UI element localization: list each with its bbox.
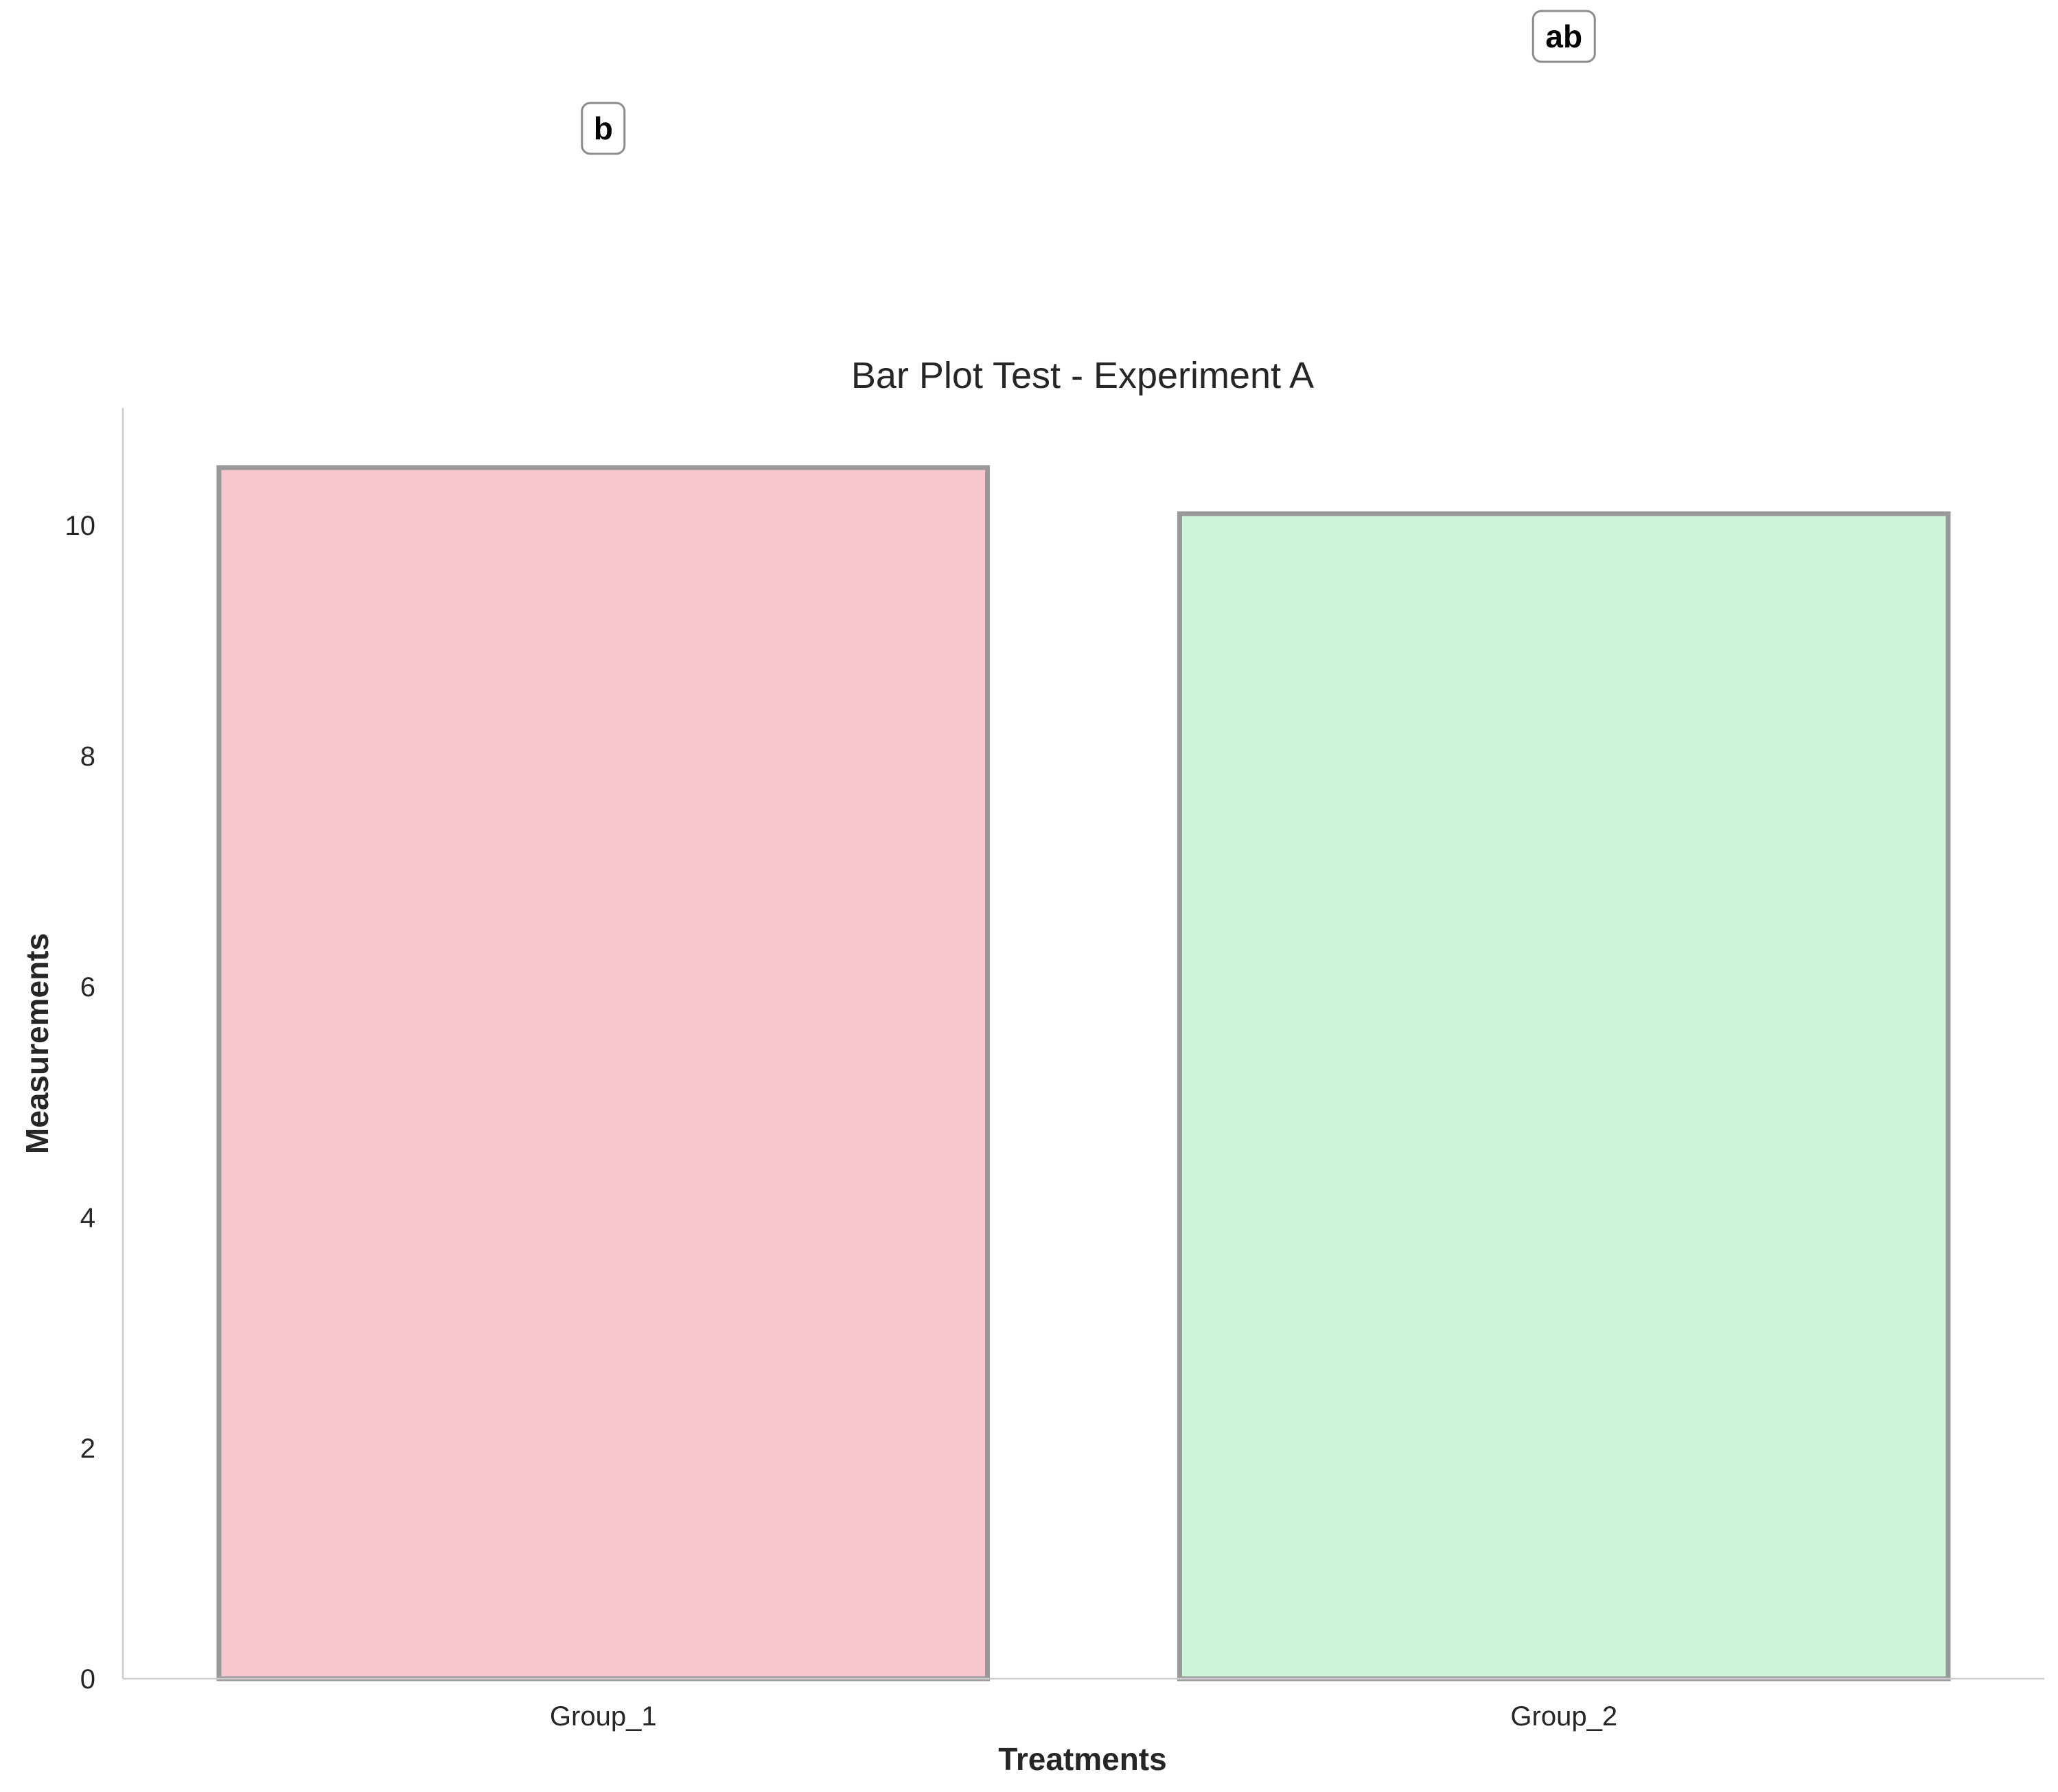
chart-title: Bar Plot Test - Experiment A: [851, 355, 1314, 396]
significance-letter-frame: [1531, 10, 1596, 63]
significance-letter: ab: [1545, 19, 1582, 54]
bars-layer: [216, 465, 1951, 1681]
y-tick-label: 10: [65, 511, 96, 541]
y-tick-label: 4: [80, 1203, 95, 1233]
x-tick-label: Group_1: [550, 1701, 657, 1732]
significance-letter-box: b: [581, 102, 626, 155]
x-tick-label: Group_2: [1510, 1701, 1617, 1732]
significance-letters: b ab: [581, 10, 1596, 155]
significance-letter-box: ab: [1531, 10, 1596, 63]
y-ticks: 0 2 4 6 8 10: [65, 511, 96, 1695]
y-tick-label: 0: [80, 1664, 95, 1695]
y-tick-label: 2: [80, 1434, 95, 1464]
x-axis-label: Treatments: [998, 1741, 1166, 1777]
significance-letter-frame: [581, 102, 626, 155]
bar-group-2: [1177, 511, 1951, 1681]
y-axis-label: Measurements: [19, 933, 55, 1154]
y-tick-label: 8: [80, 742, 95, 772]
x-ticks: Group_1 Group_2: [550, 1701, 1617, 1732]
bar-group-1: [216, 465, 991, 1681]
y-tick-label: 6: [80, 972, 95, 1002]
significance-letter: b: [594, 111, 613, 146]
